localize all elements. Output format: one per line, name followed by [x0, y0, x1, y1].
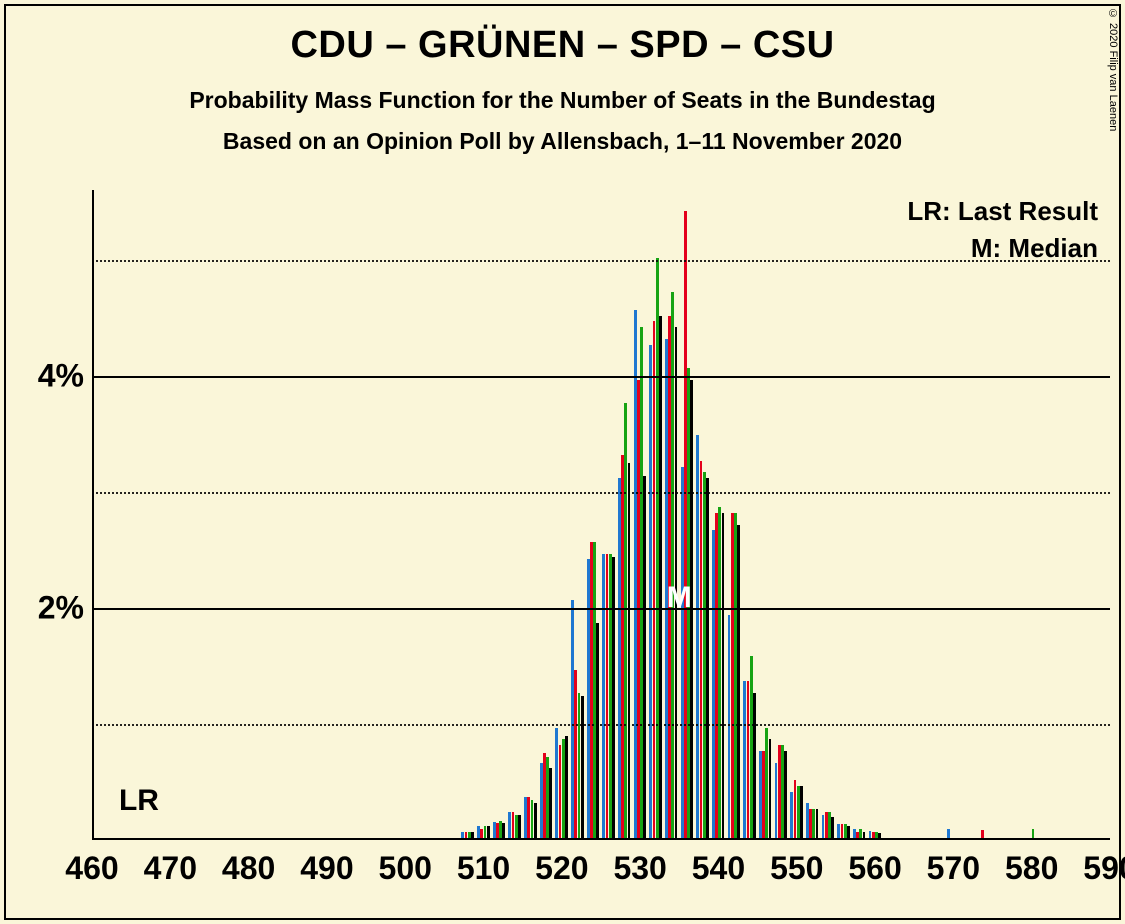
y-tick-label: 2%	[38, 589, 84, 626]
bar-blue	[947, 829, 950, 838]
x-tick-label: 580	[1005, 850, 1058, 887]
bar-black	[847, 826, 850, 838]
bar-black	[502, 823, 505, 838]
bar-black	[722, 513, 725, 838]
bar-black	[487, 826, 490, 838]
x-tick-label: 540	[692, 850, 745, 887]
chart-subtitle-1: Probability Mass Function for the Number…	[0, 87, 1125, 114]
gridline-dotted	[92, 492, 1110, 494]
bar-black	[596, 623, 599, 838]
chart-title: CDU – GRÜNEN – SPD – CSU	[0, 24, 1125, 67]
bar-black	[769, 739, 772, 838]
chart-subtitle-2: Based on an Opinion Poll by Allensbach, …	[0, 128, 1125, 155]
bar-black	[831, 817, 834, 838]
median-marker-label: M	[667, 581, 692, 615]
bar-black	[800, 786, 803, 838]
bar-black	[471, 832, 474, 838]
x-tick-label: 480	[222, 850, 275, 887]
bar-green	[1032, 829, 1035, 838]
bar-black	[737, 525, 740, 838]
bar-black	[878, 833, 881, 838]
x-tick-label: 590	[1083, 850, 1125, 887]
x-tick-label: 500	[379, 850, 432, 887]
gridline-solid	[92, 376, 1110, 378]
gridline-dotted	[92, 260, 1110, 262]
x-tick-label: 560	[848, 850, 901, 887]
bar-black	[518, 815, 521, 838]
x-tick-label: 520	[535, 850, 588, 887]
bar-black	[628, 463, 631, 838]
bar-black	[784, 751, 787, 838]
lr-marker-label: LR	[119, 784, 159, 818]
bar-black	[549, 768, 552, 838]
bar-black	[659, 316, 662, 838]
y-tick-label: 4%	[38, 357, 84, 394]
gridline-solid	[92, 608, 1110, 610]
x-tick-label: 490	[300, 850, 353, 887]
x-tick-label: 470	[144, 850, 197, 887]
gridline-dotted	[92, 724, 1110, 726]
bar-red	[981, 830, 984, 838]
bar-black	[706, 478, 709, 838]
bar-black	[565, 736, 568, 838]
x-tick-label: 460	[65, 850, 118, 887]
title-block: CDU – GRÜNEN – SPD – CSU Probability Mas…	[0, 24, 1125, 155]
bar-layer	[92, 190, 1110, 840]
x-tick-label: 530	[613, 850, 666, 887]
bar-black	[753, 693, 756, 838]
bar-black	[534, 803, 537, 838]
bar-black	[581, 696, 584, 838]
x-tick-label: 510	[457, 850, 510, 887]
x-tick-label: 550	[770, 850, 823, 887]
plot-area: LR: Last Result M: Median 2%4%4604704804…	[92, 190, 1110, 840]
bar-black	[643, 476, 646, 838]
x-tick-label: 570	[927, 850, 980, 887]
bar-black	[612, 557, 615, 838]
bar-black	[863, 832, 866, 838]
bar-black	[816, 809, 819, 838]
